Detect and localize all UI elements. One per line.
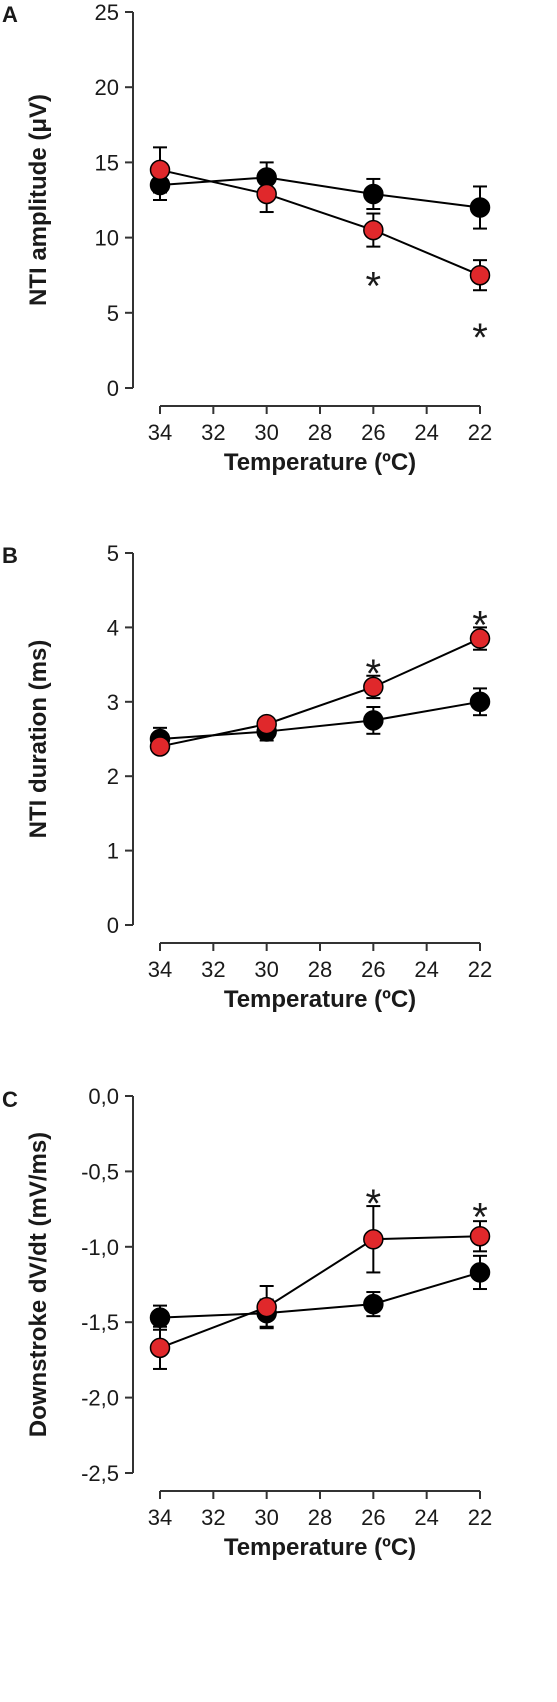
significance-star: *: [366, 265, 382, 309]
x-tick-label: 24: [414, 420, 438, 445]
y-axis-title: NTI amplitude (μV): [25, 94, 52, 306]
y-tick-label: 3: [107, 690, 119, 715]
data-point-red: [469, 264, 491, 286]
panel-letter: A: [2, 2, 18, 27]
y-tick-label: 2: [107, 764, 119, 789]
y-tick-label: -0,5: [81, 1159, 119, 1184]
x-tick-label: 32: [201, 1505, 225, 1530]
y-axis-title: NTI duration (ms): [25, 640, 52, 839]
y-tick-label: -2,0: [81, 1386, 119, 1411]
x-tick-label: 26: [361, 1505, 385, 1530]
x-tick-label: 32: [201, 957, 225, 982]
series-line-red: [159, 637, 481, 748]
data-point-black: [363, 1293, 384, 1315]
x-tick-label: 34: [148, 420, 172, 445]
y-axis-title: Downstroke dV/dt (mV/ms): [25, 1132, 52, 1437]
series-red: [149, 626, 491, 757]
x-tick-label: 28: [308, 957, 332, 982]
x-tick-label: 24: [414, 1505, 438, 1530]
series-black: [149, 1254, 491, 1331]
series-line-red: [159, 168, 481, 277]
series-line-black: [159, 1271, 481, 1319]
chart-panel-c: C -2,5 -2,0 -1,5 -1,0 -0,5 0,0 34 32 30 28 26 24 22 Te…: [2, 1084, 492, 1561]
data-point-black: [149, 1307, 171, 1328]
data-point-black: [469, 197, 491, 218]
x-tick-label: 22: [468, 420, 492, 445]
data-point-black: [363, 710, 384, 731]
panel-letter: B: [2, 543, 18, 568]
chart-panel-a: A 0 5 10 15 20 25 34 32 30 28 26 24 22 Temperature (ºC…: [2, 0, 492, 476]
y-tick-label: 15: [95, 150, 119, 175]
y-tick-label: 1: [107, 839, 119, 864]
data-point-red: [363, 1229, 384, 1250]
x-tick-label: 28: [308, 420, 332, 445]
series-line-black: [159, 176, 481, 209]
significance-star: *: [366, 1182, 382, 1226]
x-axis-title: Temperature (ºC): [224, 449, 416, 476]
y-tick-label: -1,5: [81, 1310, 119, 1335]
x-tick-label: 30: [254, 957, 278, 982]
significance-star: *: [472, 1196, 488, 1240]
series-line-black: [159, 700, 481, 740]
data-point-red: [256, 183, 277, 205]
data-point-red: [363, 219, 384, 241]
x-tick-label: 28: [308, 1505, 332, 1530]
y-tick-label: 0,0: [88, 1084, 119, 1109]
y-tick-label: 20: [95, 75, 119, 100]
x-axis-title: Temperature (ºC): [224, 986, 416, 1013]
significance-star: *: [472, 604, 488, 648]
data-point-red: [363, 676, 384, 698]
data-point-red: [149, 1337, 171, 1359]
data-point-black: [363, 183, 384, 205]
x-tick-label: 26: [361, 420, 385, 445]
data-point-red: [149, 159, 171, 181]
data-point-red: [469, 1225, 491, 1247]
data-point-red: [469, 628, 491, 649]
x-tick-label: 34: [148, 1505, 172, 1530]
significance-star: *: [472, 316, 488, 360]
series-red: [149, 1205, 491, 1370]
y-tick-label: -2,5: [81, 1461, 119, 1486]
x-tick-label: 30: [254, 420, 278, 445]
y-tick-label: 5: [107, 541, 119, 566]
data-point-red: [256, 713, 277, 735]
x-tick-label: 24: [414, 957, 438, 982]
data-point-red: [256, 1296, 277, 1318]
y-tick-label: 0: [107, 913, 119, 938]
y-tick-label: 4: [107, 615, 119, 640]
y-tick-label: 10: [95, 226, 119, 251]
significance-star: *: [366, 652, 382, 696]
x-axis-title: Temperature (ºC): [224, 1534, 416, 1561]
x-tick-label: 26: [361, 957, 385, 982]
data-point-black: [469, 1262, 491, 1283]
series-black: [149, 687, 491, 752]
y-tick-label: -1,0: [81, 1235, 119, 1260]
x-tick-label: 30: [254, 1505, 278, 1530]
y-tick-label: 5: [107, 301, 119, 326]
series-red: [149, 146, 491, 292]
series-black: [149, 161, 491, 230]
x-tick-label: 22: [468, 1505, 492, 1530]
panel-letter: C: [2, 1087, 18, 1112]
x-tick-label: 22: [468, 957, 492, 982]
y-tick-label: 0: [107, 376, 119, 401]
data-point-red: [149, 736, 171, 757]
series-line-red: [159, 1235, 481, 1349]
x-tick-label: 34: [148, 957, 172, 982]
data-point-black: [469, 691, 491, 713]
y-tick-label: 25: [95, 0, 119, 25]
x-tick-label: 32: [201, 420, 225, 445]
